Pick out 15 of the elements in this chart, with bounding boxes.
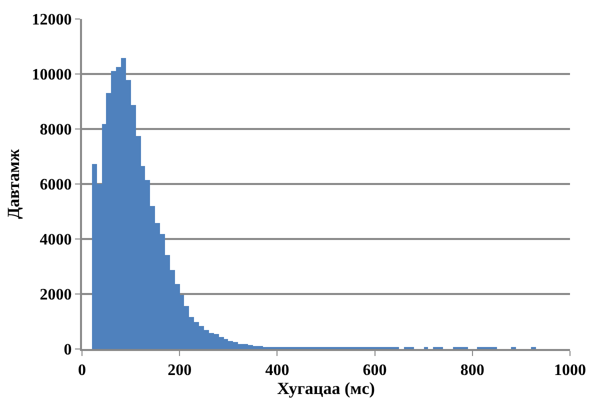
x-tick-label: 800 xyxy=(460,362,484,380)
x-tick-label: 400 xyxy=(265,362,290,380)
x-tick-label: 0 xyxy=(78,362,86,380)
y-tick-label: 2000 xyxy=(40,286,72,304)
x-axis-title: Хугацаа (мс) xyxy=(277,379,375,398)
y-axis-title: Давтамж xyxy=(4,148,23,219)
y-tick-label: 6000 xyxy=(40,176,72,194)
y-tick-label: 10000 xyxy=(32,66,72,84)
y-tick-label: 12000 xyxy=(32,12,72,29)
y-tick-label: 4000 xyxy=(40,232,72,249)
y-tick-label: 0 xyxy=(64,342,72,359)
x-tick-label: 600 xyxy=(362,362,387,380)
x-tick-label: 1000 xyxy=(554,362,586,380)
y-tick-label: 8000 xyxy=(40,122,72,139)
x-tick-label: 200 xyxy=(168,362,192,380)
